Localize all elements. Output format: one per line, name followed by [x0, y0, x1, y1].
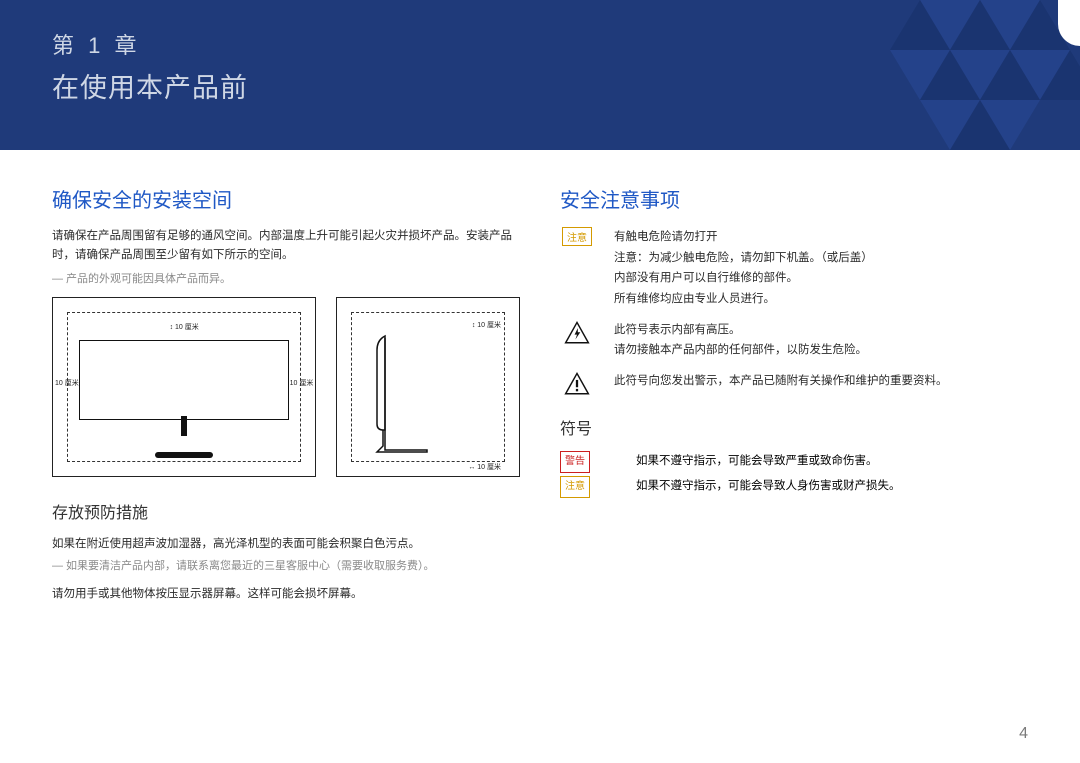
symbol-row-warning: 警告 如果不遵守指示，可能会导致严重或致命伤害。: [560, 451, 1028, 473]
diagram-side-view: ↕ 10 厘米 ↔ 10 厘米: [336, 297, 520, 477]
installation-paragraph: 请确保在产品周围留有足够的通风空间。内部温度上升可能引起火灾并损坏产品。安装产品…: [52, 227, 520, 265]
caution-description: 如果不遵守指示，可能会导致人身伤害或财产损失。: [636, 476, 901, 498]
page-number: 4: [1019, 725, 1028, 743]
storage-paragraph2: 请勿用手或其他物体按压显示器屏幕。这样可能会损坏屏幕。: [52, 585, 520, 604]
diagram-front-view: ↕ 10 厘米 10 厘米 ↔ ↔ 10 厘米: [52, 297, 316, 477]
voltage-triangle-icon: [560, 320, 594, 346]
header-decorative-pattern: [860, 0, 1080, 150]
caution-line: 内部没有用户可以自行维修的部件。: [614, 268, 873, 289]
diagram-label-side-bottom: ↔ 10 厘米: [468, 462, 501, 472]
voltage-line2: 请勿接触本产品内部的任何部件，以防发生危险。: [614, 340, 867, 361]
warning-label: 警告: [560, 451, 590, 473]
storage-note: 如果要清洁产品内部，请联系离您最近的三星客服中心（需要收取服务费）。: [52, 558, 520, 576]
caution-label: 注意: [562, 227, 592, 246]
diagram-label-side-top: ↕ 10 厘米: [472, 320, 501, 330]
caution-label-icon: 注意: [560, 227, 594, 246]
caution-label2: 注意: [560, 476, 590, 498]
installation-note: 产品的外观可能因具体产品而异。: [52, 271, 520, 289]
chapter-header: 第 1 章 在使用本产品前: [0, 0, 1080, 150]
warning-block: 此符号向您发出警示，本产品已随附有关操作和维护的重要资料。: [560, 371, 1028, 397]
monitor-front-shape: [79, 340, 289, 420]
voltage-line1: 此符号表示内部有高压。: [614, 320, 867, 341]
caution-block: 注意 有触电危险请勿打开 注意：为减少触电危险，请勿卸下机盖。（或后盖） 内部没…: [560, 227, 1028, 310]
caution-label-box2: 注意: [560, 476, 594, 498]
warning-label-box: 警告: [560, 451, 594, 473]
monitor-stand-shape: [155, 436, 213, 458]
section-heading-storage: 存放预防措施: [52, 499, 520, 523]
warning-text: 此符号向您发出警示，本产品已随附有关操作和维护的重要资料。: [614, 371, 948, 392]
diagram-row: ↕ 10 厘米 10 厘米 ↔ ↔ 10 厘米 ↕ 10 厘米 ↔ 10 厘米: [52, 297, 520, 477]
left-column: 确保安全的安装空间 请确保在产品周围留有足够的通风空间。内部温度上升可能引起火灾…: [52, 184, 520, 604]
symbol-row-caution: 注意 如果不遵守指示，可能会导致人身伤害或财产损失。: [560, 476, 1028, 498]
caution-line: 有触电危险请勿打开: [614, 227, 873, 248]
exclamation-triangle-icon: [560, 371, 594, 397]
section-heading-symbols: 符号: [560, 415, 1028, 439]
section-heading-installation: 确保安全的安装空间: [52, 184, 520, 213]
section-heading-safety: 安全注意事项: [560, 184, 1028, 213]
voltage-text: 此符号表示内部有高压。 请勿接触本产品内部的任何部件，以防发生危险。: [614, 320, 867, 361]
caution-text-block: 有触电危险请勿打开 注意：为减少触电危险，请勿卸下机盖。（或后盖） 内部没有用户…: [614, 227, 873, 310]
storage-paragraph1: 如果在附近使用超声波加湿器，高光泽机型的表面可能会积聚白色污点。: [52, 535, 520, 554]
caution-line: 注意：为减少触电危险，请勿卸下机盖。（或后盖）: [614, 248, 873, 269]
warning-description: 如果不遵守指示，可能会导致严重或致命伤害。: [636, 451, 878, 473]
content-area: 确保安全的安装空间 请确保在产品周围留有足够的通风空间。内部温度上升可能引起火灾…: [0, 150, 1080, 604]
diagram-label-top: ↕ 10 厘米: [170, 322, 199, 332]
caution-line: 所有维修均应由专业人员进行。: [614, 289, 873, 310]
right-column: 安全注意事项 注意 有触电危险请勿打开 注意：为减少触电危险，请勿卸下机盖。（或…: [560, 184, 1028, 604]
monitor-side-shape: [367, 328, 457, 458]
voltage-block: 此符号表示内部有高压。 请勿接触本产品内部的任何部件，以防发生危险。: [560, 320, 1028, 361]
